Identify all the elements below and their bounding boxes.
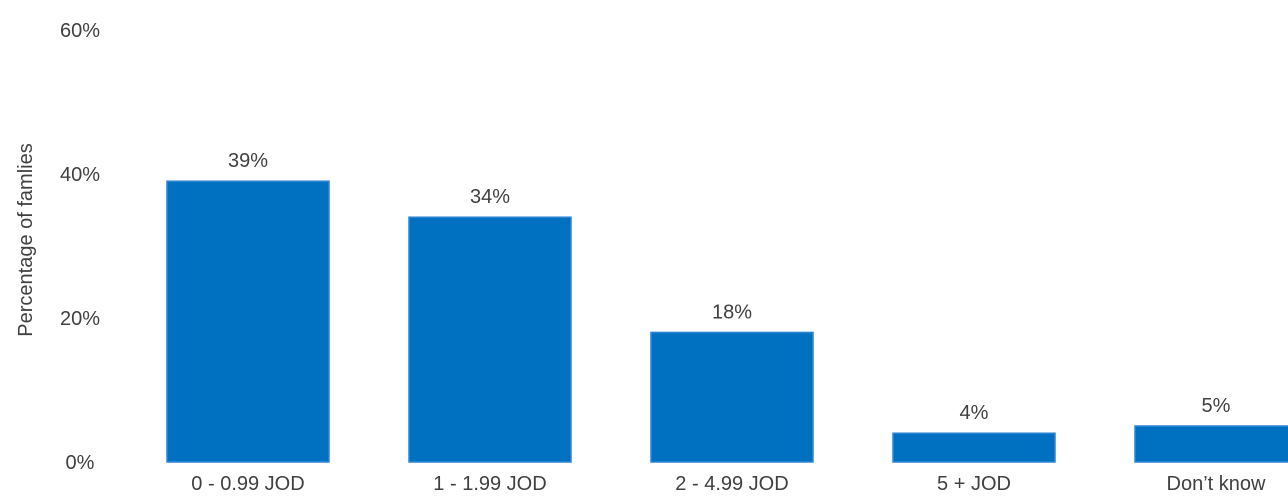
data-label: 18% [712, 301, 752, 323]
y-axis-title: Percentage of famlies [15, 143, 37, 336]
bar [1134, 425, 1288, 463]
bar [892, 432, 1056, 463]
bar [408, 216, 572, 463]
data-labels: 39% 34% 18% 4% 5% [228, 150, 1231, 424]
category-label: 5 + JOD [937, 473, 1011, 495]
y-tick-label: 0% [66, 452, 95, 474]
data-label: 39% [228, 150, 268, 172]
data-label: 34% [470, 186, 510, 208]
y-tick-label: 20% [60, 308, 100, 330]
bars [166, 180, 1288, 463]
category-label: 2 - 4.99 JOD [675, 473, 788, 495]
bar [166, 180, 330, 463]
category-label: Don’t know [1167, 473, 1266, 495]
bar [650, 331, 814, 463]
y-tick-label: 40% [60, 164, 100, 186]
y-axis-ticks: 0% 20% 40% 60% [60, 20, 100, 474]
category-label: 1 - 1.99 JOD [433, 473, 546, 495]
data-label: 4% [960, 402, 989, 424]
y-tick-label: 60% [60, 20, 100, 42]
category-labels: 0 - 0.99 JOD 1 - 1.99 JOD 2 - 4.99 JOD 5 + … [191, 473, 1266, 495]
category-label: 0 - 0.99 JOD [191, 473, 304, 495]
data-label: 5% [1202, 395, 1231, 417]
